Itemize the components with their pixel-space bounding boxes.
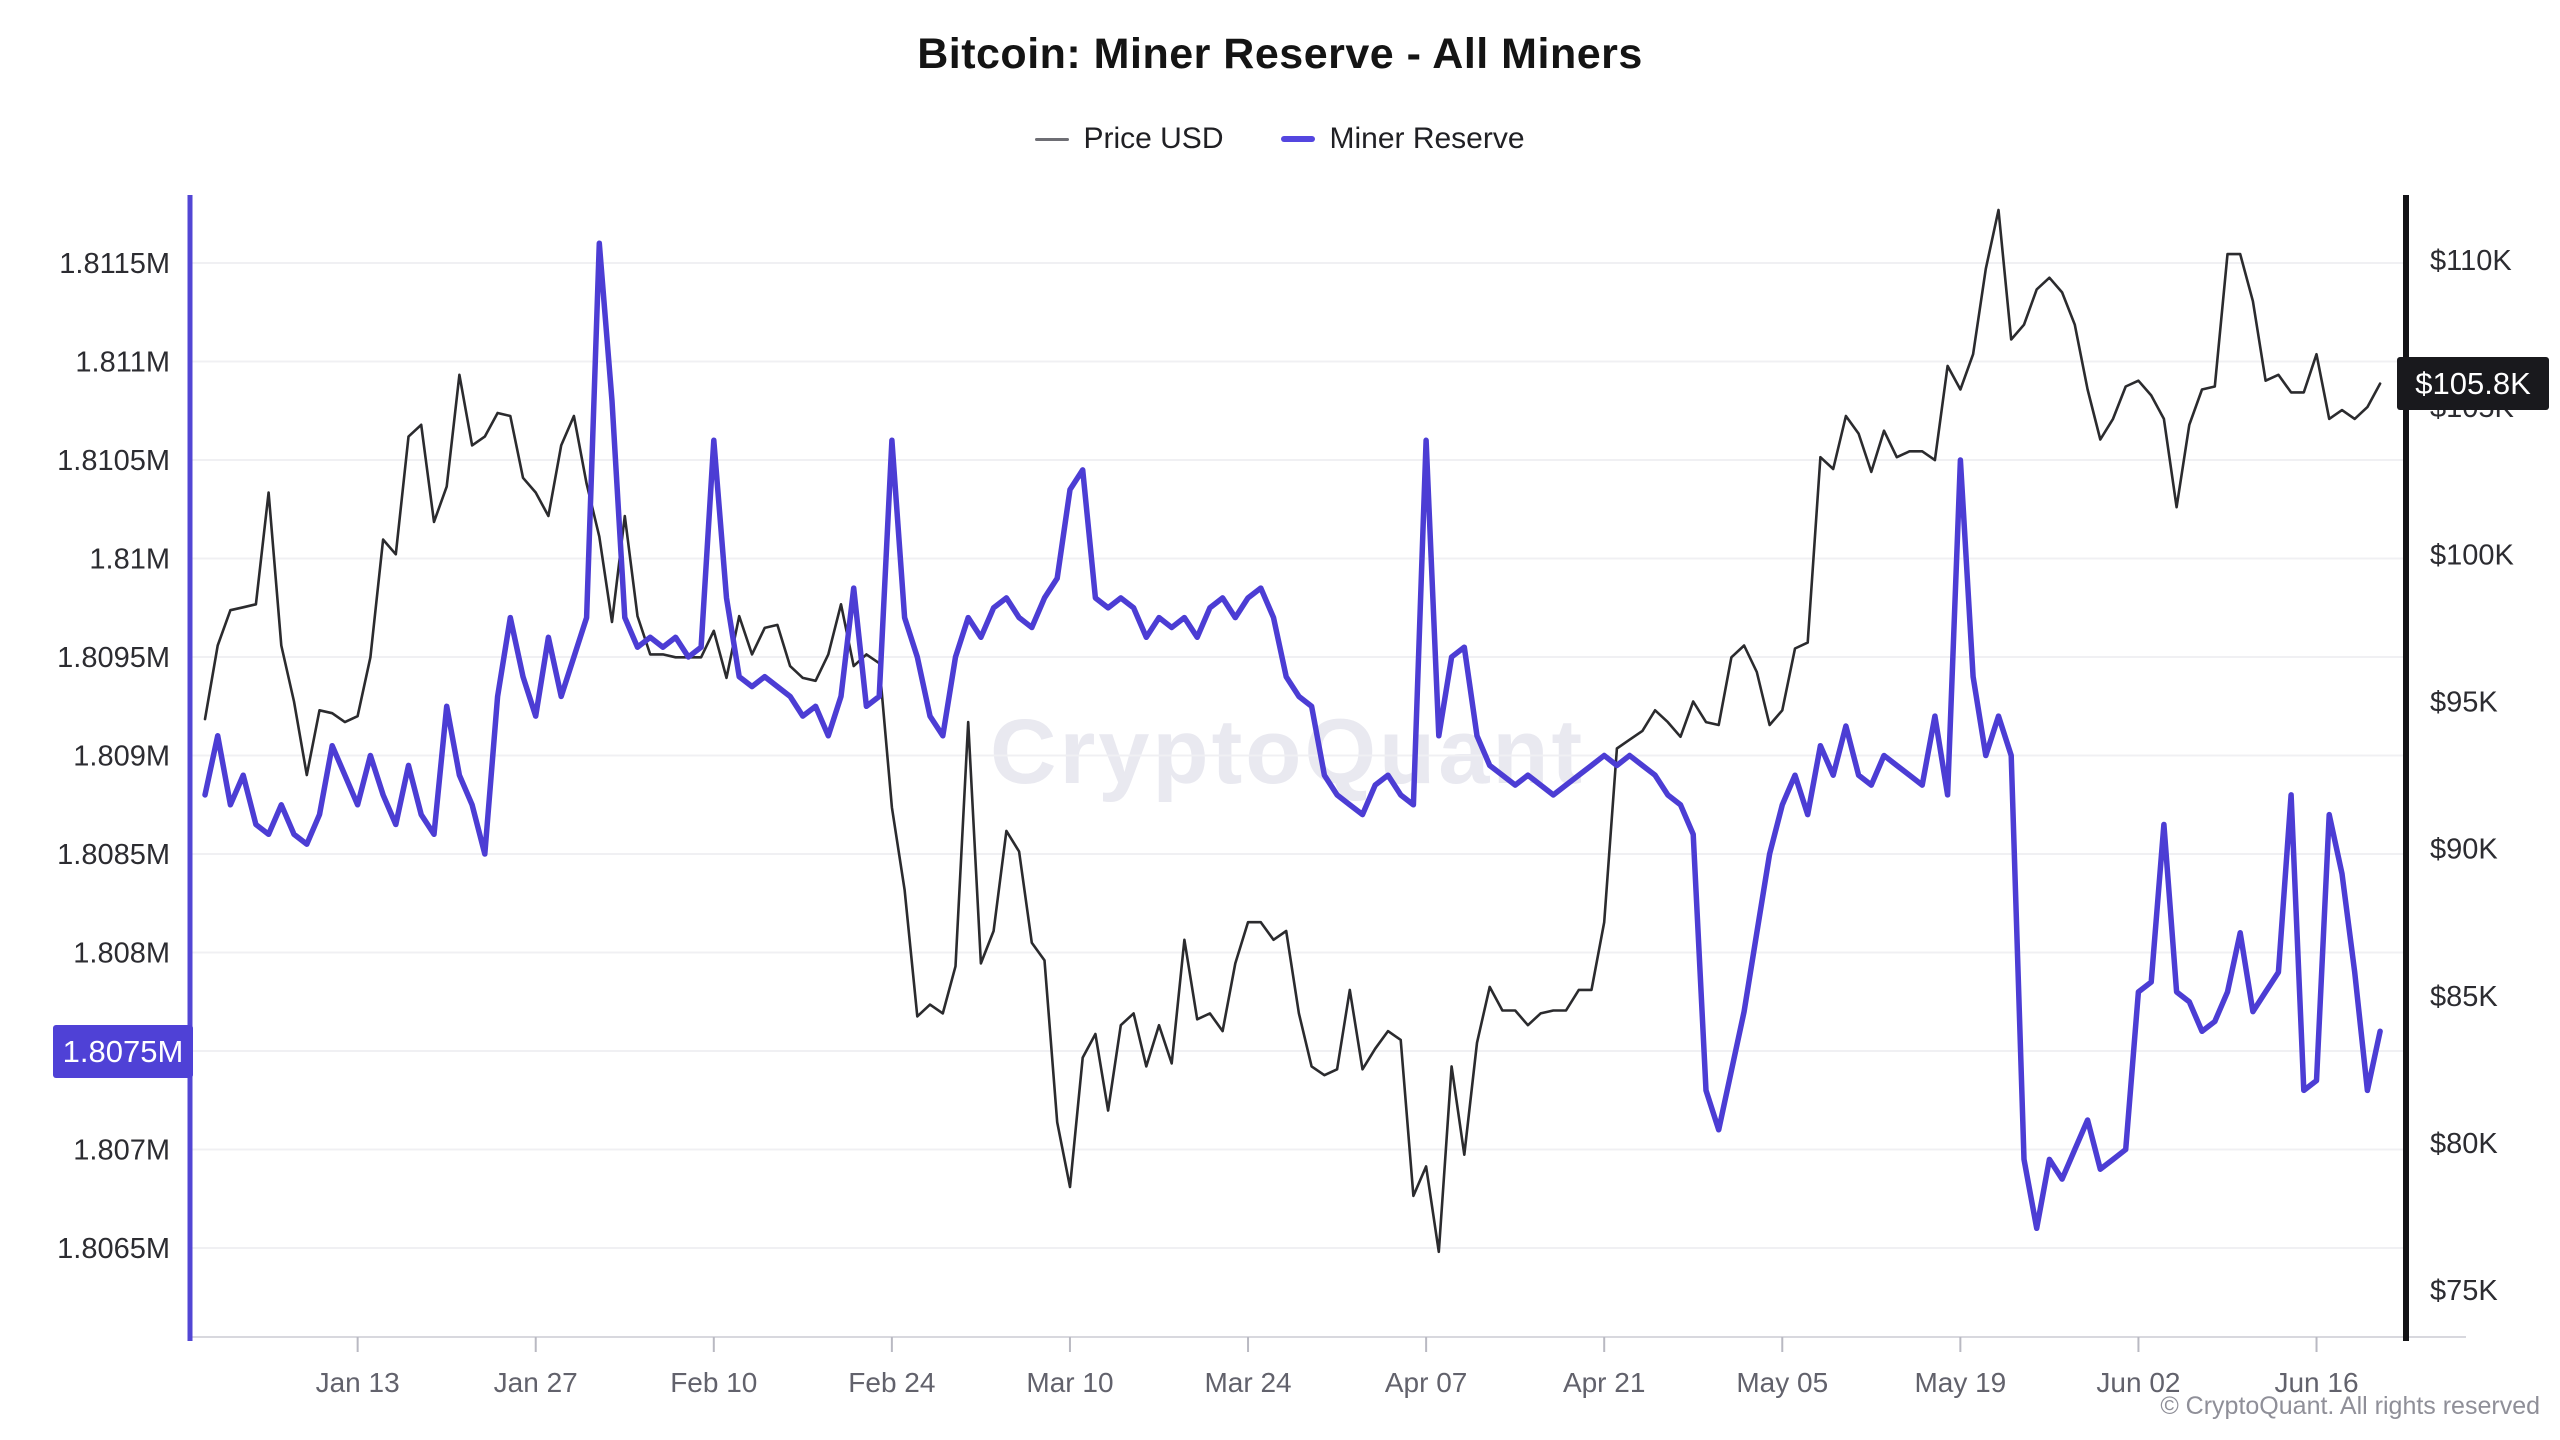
right-axis-tick-label: $90K: [2430, 834, 2498, 866]
x-tick-label: Jan 13: [316, 1367, 400, 1398]
left-axis-tick-label: 1.8095M: [57, 642, 170, 674]
left-axis-tick-label: 1.811M: [75, 347, 170, 379]
left-axis-tick-label: 1.808M: [73, 938, 170, 970]
right-axis-tick-label: $80K: [2430, 1128, 2498, 1160]
miner-reserve-current-badge: 1.8075M: [53, 1025, 193, 1078]
left-axis-tick-label: 1.81M: [89, 544, 170, 576]
x-tick-label: Mar 24: [1204, 1367, 1291, 1398]
right-axis-tick-label: $85K: [2430, 981, 2498, 1013]
left-axis-tick-label: 1.8085M: [57, 839, 170, 871]
left-axis-tick-label: 1.8105M: [57, 445, 170, 477]
price-line-swatch-icon: [1035, 137, 1070, 141]
price-usd-line: [203, 208, 2382, 1254]
chart-title: Bitcoin: Miner Reserve - All Miners: [917, 30, 1643, 78]
x-tick-label: Apr 21: [1563, 1367, 1646, 1398]
right-axis-tick-label: $95K: [2430, 686, 2498, 718]
left-axis-tick-label: 1.807M: [73, 1135, 170, 1167]
copyright-text: © CryptoQuant. All rights reserved: [2160, 1392, 2540, 1420]
left-axis-tick-label: 1.809M: [73, 741, 170, 773]
x-tick-label: May 05: [1736, 1367, 1828, 1398]
x-tick-label: Mar 10: [1026, 1367, 1113, 1398]
x-tick-label: Feb 10: [670, 1367, 757, 1398]
left-axis-tick-label: 1.8115M: [59, 248, 170, 280]
x-tick-label: Feb 24: [848, 1367, 935, 1398]
legend-label-miner-reserve: Miner Reserve: [1329, 122, 1525, 155]
x-tick-label: Apr 07: [1385, 1367, 1468, 1398]
miner-reserve-line-swatch-icon: [1281, 136, 1316, 142]
legend-item-price[interactable]: Price USD: [1035, 122, 1223, 156]
x-tick-label: Jan 27: [494, 1367, 578, 1398]
right-axis-tick-label: $110K: [2430, 245, 2512, 277]
left-axis-tick-label: 1.8065M: [57, 1233, 170, 1265]
legend-label-price: Price USD: [1083, 122, 1224, 155]
legend: Price USD Miner Reserve: [0, 122, 2560, 156]
legend-item-miner-reserve[interactable]: Miner Reserve: [1281, 122, 1525, 156]
x-tick-label: Jun 16: [2274, 1367, 2358, 1398]
right-axis-tick-label: $100K: [2430, 539, 2515, 571]
x-tick-label: May 19: [1914, 1367, 2006, 1398]
right-axis-tick-label: $75K: [2430, 1275, 2498, 1307]
miner-reserve-line: [202, 240, 2383, 1232]
price-current-badge: $105.8K: [2397, 357, 2549, 410]
x-tick-label: Jun 02: [2096, 1367, 2180, 1398]
